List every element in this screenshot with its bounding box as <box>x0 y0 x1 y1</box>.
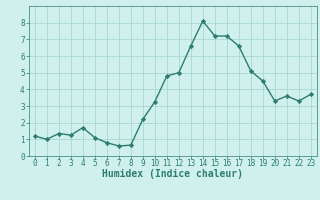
X-axis label: Humidex (Indice chaleur): Humidex (Indice chaleur) <box>102 169 243 179</box>
